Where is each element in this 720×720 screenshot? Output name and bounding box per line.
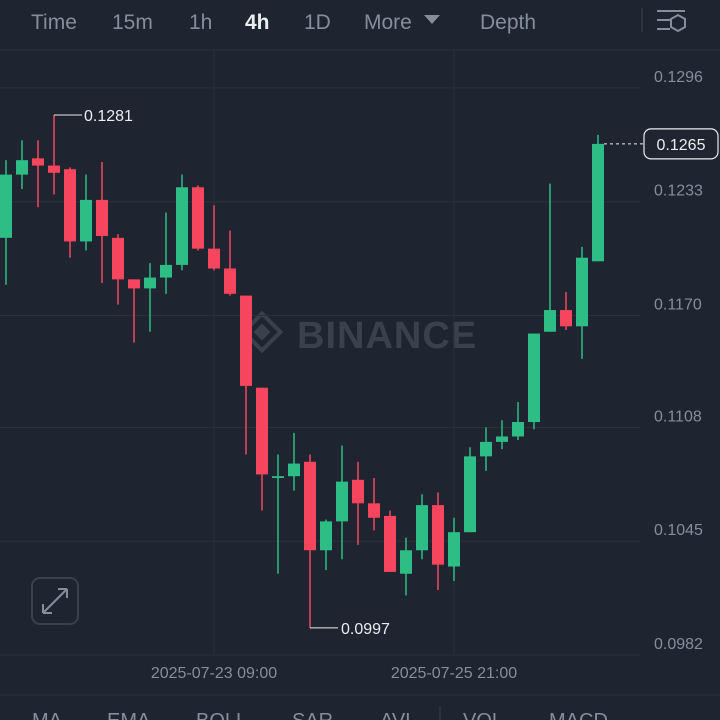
watermark: BINANCE (297, 315, 477, 357)
candle-body (144, 277, 156, 289)
settings-icon[interactable] (657, 10, 686, 33)
y-tick-label: 0.1296 (654, 69, 703, 86)
candle-body (432, 505, 444, 565)
candle-body (544, 310, 556, 332)
y-tick-label: 0.0982 (654, 636, 703, 653)
indicator-tab[interactable]: AVL (380, 710, 416, 720)
tab[interactable]: Time (31, 11, 77, 34)
candle-body (384, 515, 396, 572)
indicator-tab[interactable]: EMA (107, 710, 151, 720)
indicator-tab[interactable]: BOLL (196, 710, 247, 720)
candle-body (256, 387, 268, 475)
indicator-tab[interactable]: MACD (549, 710, 608, 720)
candle-body (240, 295, 252, 386)
tab[interactable]: More (364, 11, 412, 34)
candle-body (208, 248, 220, 269)
candle-body (592, 143, 604, 262)
candle-body (416, 505, 428, 551)
candle-body (272, 476, 284, 479)
candle-body (496, 436, 508, 442)
indicator-tab[interactable]: VOL (463, 710, 503, 720)
candle-body (64, 169, 76, 242)
x-tick-label: 2025-07-25 21:00 (391, 665, 517, 682)
more-caret[interactable] (424, 15, 440, 24)
y-tick-label: 0.1233 (654, 183, 703, 200)
candle-body (112, 237, 124, 280)
tab[interactable]: 1h (189, 11, 212, 34)
candle-body (224, 268, 236, 294)
y-tick-label: 0.1108 (654, 408, 702, 425)
candle-body (288, 463, 300, 477)
candle-body (192, 187, 204, 249)
tab[interactable]: 1D (304, 11, 331, 34)
expand-button[interactable] (31, 577, 79, 625)
candle-body (80, 199, 92, 242)
tab[interactable]: 4h (245, 11, 270, 34)
last-price-box (643, 128, 719, 160)
x-tick-label: 2025-07-23 09:00 (151, 665, 277, 682)
candle-body (304, 461, 316, 551)
candle-body (48, 165, 60, 173)
high-label: 0.1281 (84, 108, 133, 125)
last-price-label: 0.1265 (657, 137, 706, 154)
candle-body (336, 481, 348, 522)
candle-body (464, 456, 476, 533)
candle-body (480, 441, 492, 457)
candle-body (400, 550, 412, 574)
y-tick-label: 0.1170 (654, 296, 702, 313)
indicator-tab[interactable]: MA (32, 710, 63, 720)
low-label: 0.0997 (341, 621, 390, 638)
candle-body (0, 174, 12, 238)
candle-body (352, 479, 364, 504)
plot (0, 50, 643, 656)
candle-body (576, 257, 588, 327)
candle-body (528, 333, 540, 423)
y-tick-label: 0.1045 (654, 522, 703, 539)
candle-body (96, 199, 108, 237)
candle-body (448, 532, 460, 567)
tab[interactable]: Depth (480, 11, 536, 34)
candle-body (368, 503, 380, 518)
candle-body (560, 310, 572, 327)
candle-body (32, 158, 44, 166)
candle-body (16, 160, 28, 175)
candle-body (512, 422, 524, 437)
indicator-tab[interactable]: SAR (292, 710, 333, 720)
candle-body (320, 521, 332, 551)
tab[interactable]: 15m (112, 11, 153, 34)
candle-body (128, 279, 140, 289)
candle-body (160, 264, 172, 278)
candle-body (176, 187, 188, 265)
watermark-logo (240, 310, 284, 354)
